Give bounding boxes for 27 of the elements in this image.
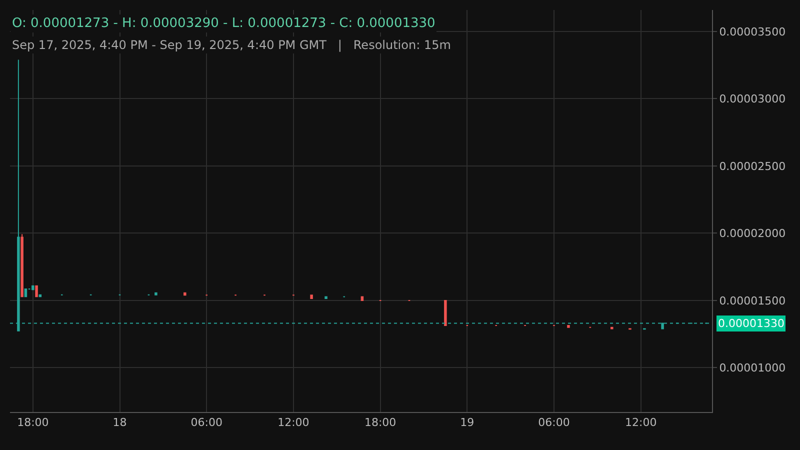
candlestick [184, 292, 186, 296]
x-tick-label: 19 [460, 416, 474, 430]
candlestick [444, 300, 447, 326]
x-tick-label: 18:00 [17, 416, 49, 430]
y-tick-label: 0.00001000 [719, 361, 786, 374]
candlestick [154, 292, 158, 296]
y-tick-label: 0.00003500 [719, 25, 786, 38]
candlestick [567, 325, 570, 328]
y-tick-label: 0.00003000 [719, 92, 786, 106]
text: O: 0.00001273 - H: 0.00003290 - L: 0.00001273 - C: 0.00001330 [12, 16, 436, 31]
x-tick-label: 12:00 [624, 416, 657, 430]
x-tick-label: 18:00 [364, 416, 396, 430]
candlestick [310, 294, 313, 300]
y-tick-label: 0.00002000 [719, 227, 786, 240]
x-tick-label: 12:00 [278, 416, 310, 430]
y-tick-label: 0.00002500 [719, 160, 786, 173]
text: Sep 17, 2025, 4:40 PM - Sep 19, 2025, 4:40 PM GMT | Resolution: 15m [12, 38, 451, 52]
candlestick [324, 296, 328, 300]
candlestick [20, 234, 24, 298]
candlestick [32, 285, 34, 290]
x-tick-label: 06:00 [538, 416, 570, 430]
candlestick [35, 285, 38, 298]
x-tick-label: 18 [112, 416, 127, 430]
candlestick [610, 326, 614, 330]
x-tick-label: 06:00 [190, 416, 222, 430]
y-tick-label: 0.00001500 [719, 294, 786, 308]
ref-line-label: 0.00001330 [718, 317, 784, 330]
